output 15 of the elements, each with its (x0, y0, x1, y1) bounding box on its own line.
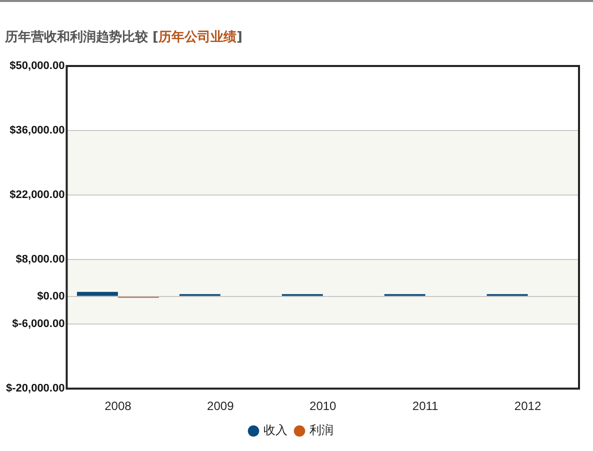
y-tick-label: $36,000.00 (10, 124, 65, 137)
x-tick-label: 2010 (310, 399, 337, 414)
y-tick-label: $-20,000.00 (6, 382, 65, 395)
y-tick-label: $50,000.00 (10, 60, 65, 72)
legend-label: 利润 (310, 423, 334, 438)
x-tick-label: 2009 (207, 399, 234, 414)
x-tick-label: 2012 (514, 399, 542, 414)
x-tick-label: 2008 (104, 399, 132, 414)
y-tick-label: $0.00 (37, 290, 65, 302)
y-tick-label: $-6,000.00 (12, 318, 65, 330)
y-tick-label: $22,000.00 (10, 189, 65, 202)
x-tick-label: 2011 (412, 399, 439, 414)
chart-title: 历年营收和利润趋势比较 [历年公司业绩] (5, 28, 242, 46)
legend-label: 收入 (264, 423, 288, 438)
y-tick-label: $8,000.00 (16, 254, 65, 266)
